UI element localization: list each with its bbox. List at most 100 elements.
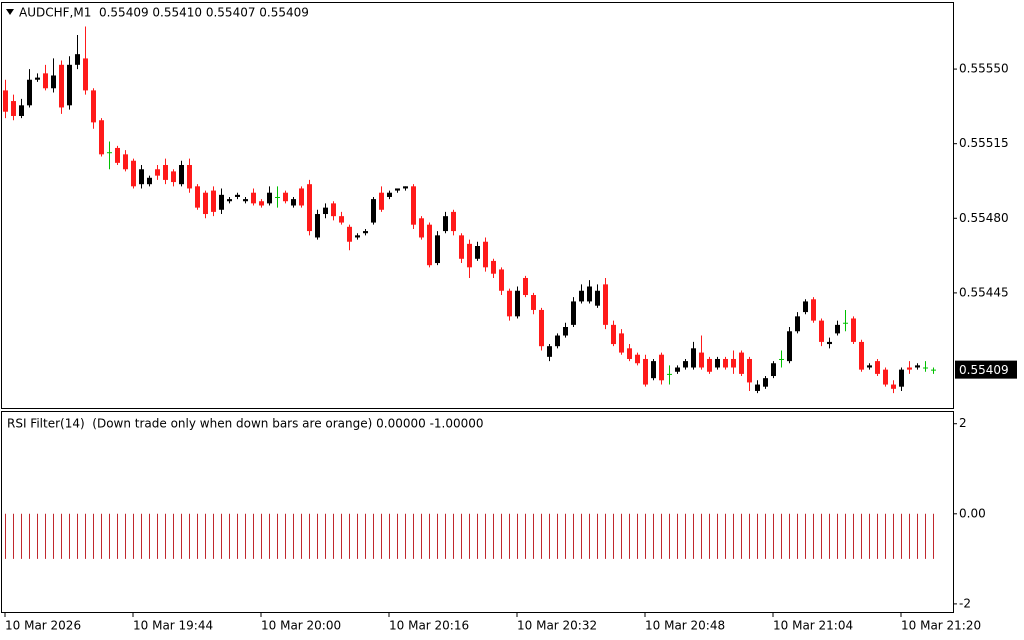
x-tick-label: 10 Mar 19:44: [133, 619, 213, 633]
candle-body: [163, 165, 168, 180]
candle-body: [411, 186, 416, 225]
candle-body: [11, 101, 16, 116]
candle-body: [627, 348, 632, 359]
candle-body: [131, 160, 136, 187]
candle-body: [339, 216, 344, 223]
candle-body: [827, 341, 832, 345]
candle-body: [171, 171, 176, 183]
candle-body: [763, 378, 768, 387]
candle-body: [819, 320, 824, 342]
candle-body: [739, 352, 744, 374]
candle-body: [99, 120, 104, 155]
y-tick-label: 0.55515: [959, 136, 1009, 150]
candle-body: [635, 354, 640, 364]
candle-body: [155, 169, 160, 176]
candle-body: [755, 384, 760, 391]
candle-body: [651, 361, 656, 379]
candle-body: [923, 367, 928, 369]
candle-body: [299, 188, 304, 206]
candle-body: [123, 154, 128, 170]
candle-body: [3, 90, 8, 112]
candle-body: [251, 192, 256, 204]
candle-body: [835, 324, 840, 334]
candle-body: [419, 218, 424, 238]
candle-body: [459, 235, 464, 259]
candle-body: [715, 358, 720, 368]
candle-body: [363, 231, 368, 234]
y-tick-label: 0.55550: [959, 62, 1009, 76]
indicator-pane: [1, 411, 954, 613]
candle-body: [803, 301, 808, 313]
candle-body: [139, 169, 144, 185]
candle-body: [531, 295, 536, 310]
candle-body: [499, 269, 504, 291]
candle-body: [387, 192, 392, 197]
candle-body: [355, 235, 360, 238]
candle-body: [307, 184, 312, 232]
candle-body: [35, 77, 40, 80]
candle-body: [203, 192, 208, 215]
candle-body: [747, 358, 752, 383]
candle-body: [483, 241, 488, 268]
candle-body: [843, 322, 848, 324]
candle-body: [467, 243, 472, 268]
candle-body: [867, 365, 872, 368]
candle-body: [787, 331, 792, 362]
candle-body: [523, 277, 528, 296]
candle-body: [491, 260, 496, 274]
x-tick-label: 10 Mar 20:16: [389, 619, 469, 633]
candle-body: [435, 235, 440, 264]
candle-body: [667, 373, 672, 375]
candle-body: [507, 290, 512, 317]
candle-body: [611, 324, 616, 345]
candle-body: [243, 199, 248, 202]
candle-body: [931, 369, 936, 371]
candle-body: [595, 290, 600, 306]
candle-body: [915, 365, 920, 368]
x-tick-label: 10 Mar 20:48: [645, 619, 725, 633]
candle-body: [347, 226, 352, 242]
x-tick-label: 10 Mar 21:20: [901, 619, 981, 633]
candle-body: [731, 358, 736, 368]
candle-body: [891, 384, 896, 389]
candle-body: [267, 192, 272, 204]
candle-body: [443, 216, 448, 232]
candle-body: [195, 186, 200, 208]
price-tag: [955, 360, 1017, 379]
candle-body: [371, 199, 376, 223]
candle-body: [67, 64, 72, 106]
y-tick-label: 2: [959, 416, 967, 430]
candle-body: [571, 301, 576, 325]
price-tag-label: 0.55409: [959, 363, 1009, 377]
candle-body: [235, 194, 240, 197]
x-tick-label: 10 Mar 20:32: [517, 619, 597, 633]
candle-body: [707, 358, 712, 372]
candle-body: [659, 354, 664, 381]
x-tick-label: 10 Mar 2026: [5, 619, 81, 633]
candle-body: [723, 358, 728, 368]
candle-body: [227, 199, 232, 202]
candle-body: [43, 73, 48, 89]
candle-body: [475, 246, 480, 259]
candle-body: [115, 147, 120, 163]
candle-body: [579, 290, 584, 302]
candle-body: [547, 346, 552, 357]
candle-body: [795, 316, 800, 332]
candle-body: [379, 192, 384, 210]
candle-body: [51, 75, 56, 89]
candle-body: [147, 177, 152, 185]
menu-triangle[interactable]: [6, 9, 14, 15]
candle-body: [675, 367, 680, 372]
candle-body: [771, 363, 776, 377]
candle-body: [395, 188, 400, 191]
candle-body: [219, 194, 224, 210]
candle-body: [779, 358, 784, 360]
candle-body: [75, 54, 80, 65]
main-pane: [1, 2, 954, 409]
candle-body: [859, 341, 864, 370]
candle-body: [427, 224, 432, 266]
candle-body: [699, 352, 704, 368]
candle-body: [515, 290, 520, 317]
